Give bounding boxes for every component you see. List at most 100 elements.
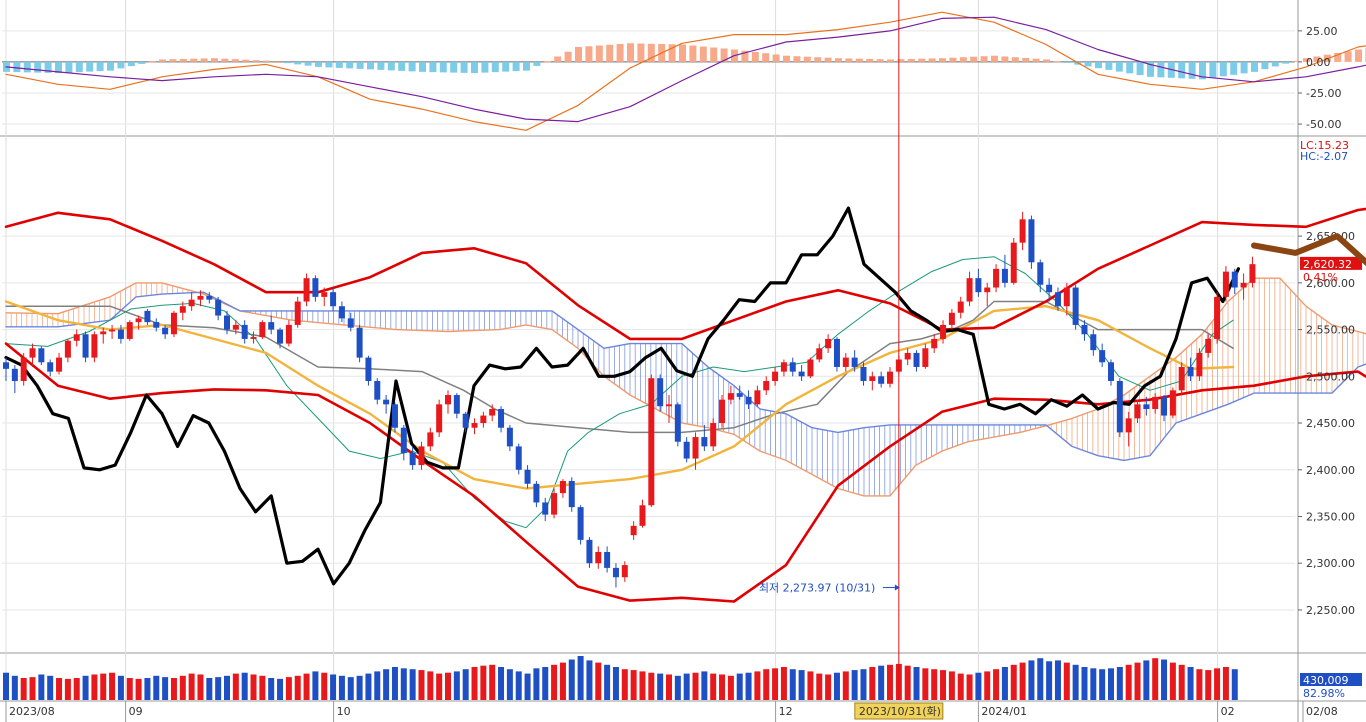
candle[interactable]	[984, 282, 991, 307]
candle[interactable]	[47, 359, 54, 377]
candle[interactable]	[842, 352, 849, 372]
candle[interactable]	[754, 385, 761, 407]
candle[interactable]	[1134, 399, 1141, 424]
candle[interactable]	[268, 315, 275, 335]
candle[interactable]	[648, 374, 655, 508]
candle[interactable]	[1222, 266, 1229, 302]
candle[interactable]	[1028, 215, 1035, 269]
candle[interactable]	[966, 271, 973, 307]
candle[interactable]	[1010, 237, 1017, 285]
candle[interactable]	[772, 366, 779, 386]
candle[interactable]	[91, 331, 98, 363]
candle[interactable]	[639, 499, 646, 528]
candle[interactable]	[657, 374, 664, 412]
candle[interactable]	[559, 479, 566, 498]
candle[interactable]	[285, 320, 292, 347]
candle[interactable]	[330, 287, 337, 311]
candle[interactable]	[498, 406, 505, 433]
candle[interactable]	[860, 362, 867, 386]
candle[interactable]	[551, 488, 558, 519]
candle[interactable]	[1143, 396, 1150, 416]
candle[interactable]	[162, 324, 169, 339]
candle[interactable]	[816, 343, 823, 363]
candle[interactable]	[1116, 378, 1123, 438]
candle[interactable]	[277, 327, 284, 349]
candle[interactable]	[736, 385, 743, 400]
candle[interactable]	[789, 357, 796, 377]
candle[interactable]	[825, 334, 832, 353]
candle[interactable]	[383, 395, 390, 414]
candle[interactable]	[1240, 273, 1247, 300]
candle[interactable]	[224, 310, 230, 335]
candle[interactable]	[674, 402, 681, 447]
candle[interactable]	[206, 292, 213, 304]
candle[interactable]	[117, 324, 124, 344]
candle[interactable]	[506, 424, 513, 452]
candle[interactable]	[1046, 278, 1053, 302]
candle[interactable]	[20, 352, 27, 386]
candle[interactable]	[533, 480, 540, 508]
candle[interactable]	[347, 312, 354, 332]
candle[interactable]	[745, 390, 752, 410]
candle[interactable]	[780, 359, 787, 377]
candle[interactable]	[489, 404, 496, 422]
candle[interactable]	[515, 443, 522, 475]
candle[interactable]	[1054, 287, 1061, 311]
candle[interactable]	[878, 371, 885, 388]
candle[interactable]	[807, 357, 814, 379]
candle[interactable]	[232, 320, 239, 335]
candle[interactable]	[29, 343, 36, 367]
candle[interactable]	[1152, 393, 1159, 414]
candle[interactable]	[833, 337, 840, 372]
candle[interactable]	[595, 546, 602, 569]
candle[interactable]	[259, 320, 266, 339]
candle[interactable]	[922, 343, 929, 369]
candle[interactable]	[586, 537, 593, 568]
candle[interactable]	[409, 446, 416, 470]
candle[interactable]	[1169, 387, 1176, 419]
candle[interactable]	[135, 315, 142, 330]
candle[interactable]	[577, 505, 584, 545]
candle[interactable]	[869, 371, 876, 391]
candle[interactable]	[294, 296, 301, 328]
candle[interactable]	[82, 331, 89, 363]
candle[interactable]	[312, 275, 319, 302]
candle[interactable]	[1037, 259, 1044, 293]
candle[interactable]	[957, 296, 964, 319]
candle[interactable]	[3, 357, 9, 381]
candle[interactable]	[188, 292, 195, 311]
candle[interactable]	[1108, 359, 1114, 386]
candle[interactable]	[604, 546, 611, 573]
candle[interactable]	[1125, 411, 1132, 447]
candle[interactable]	[1249, 256, 1256, 288]
candle[interactable]	[727, 385, 734, 405]
candle[interactable]	[1214, 292, 1221, 344]
candle[interactable]	[179, 301, 186, 321]
candlestick-series[interactable]	[3, 211, 1256, 588]
candle[interactable]	[480, 411, 487, 428]
candle[interactable]	[1178, 362, 1185, 395]
candle[interactable]	[940, 320, 947, 344]
candle[interactable]	[100, 327, 107, 344]
candle[interactable]	[612, 563, 619, 588]
candle[interactable]	[170, 310, 177, 338]
candle[interactable]	[365, 355, 372, 386]
candle[interactable]	[400, 424, 407, 461]
candle[interactable]	[11, 365, 18, 394]
candle[interactable]	[303, 273, 310, 307]
candle[interactable]	[356, 324, 363, 363]
candle[interactable]	[913, 350, 920, 372]
candle[interactable]	[1001, 254, 1008, 288]
candle[interactable]	[38, 346, 45, 366]
candle[interactable]	[701, 424, 708, 452]
candle[interactable]	[436, 399, 443, 438]
candle[interactable]	[887, 366, 893, 388]
candle[interactable]	[471, 418, 478, 435]
candle[interactable]	[1081, 320, 1088, 341]
candle[interactable]	[321, 287, 328, 307]
candle[interactable]	[73, 329, 80, 347]
candle[interactable]	[948, 309, 955, 330]
candle[interactable]	[241, 320, 248, 344]
candle[interactable]	[250, 331, 257, 344]
candle[interactable]	[197, 290, 204, 307]
